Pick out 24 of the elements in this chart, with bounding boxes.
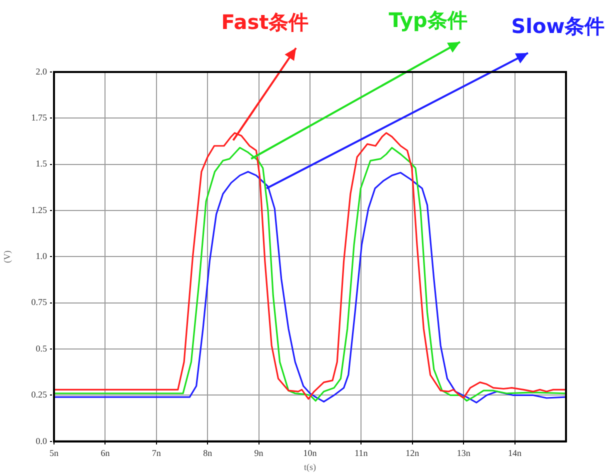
x-tick-label: 8n <box>203 448 213 458</box>
y-tick-label: 1.5 <box>36 158 48 169</box>
y-tick-label: 1.75 <box>31 112 48 123</box>
x-tick-label: 12n <box>406 448 420 458</box>
x-tick-label: 11n <box>354 448 368 458</box>
x-tick-label: 10n <box>303 448 318 458</box>
y-tick-label: 1.0 <box>36 251 48 262</box>
annotation: Fast条件 <box>221 10 309 34</box>
y-tick-label: 1.25 <box>31 204 48 215</box>
annotation: Typ条件 <box>388 8 468 32</box>
x-tick-label: 7n <box>152 448 162 458</box>
y-tick-label: 0.0 <box>36 436 48 446</box>
y-tick-label: 0.25 <box>31 390 48 400</box>
y-tick-label: 0.5 <box>36 343 48 354</box>
x-axis-title: t(s) <box>304 462 316 472</box>
x-tick-label: 6n <box>100 448 110 458</box>
x-tick-label: 14n <box>508 448 522 458</box>
annotation: Slow条件 <box>511 14 605 38</box>
y-axis-title: (V) <box>2 250 12 263</box>
y-tick-label: 0.75 <box>31 297 48 308</box>
x-tick-label: 9n <box>254 448 264 458</box>
x-tick-label: 13n <box>456 448 471 458</box>
x-tick-label: 5n <box>50 448 59 458</box>
y-tick-label: 2.0 <box>36 66 48 76</box>
